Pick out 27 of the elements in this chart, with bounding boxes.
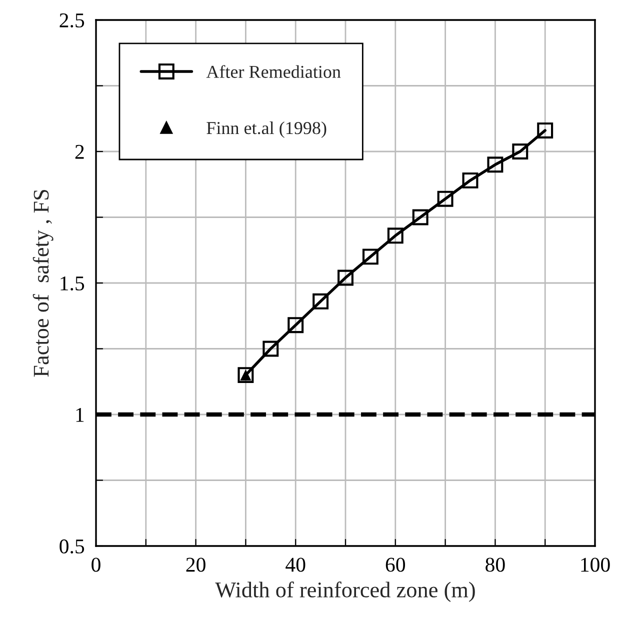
x-tick-label: 40: [286, 558, 306, 572]
legend-label: After Remediation: [206, 65, 341, 78]
x-axis-title: Width of reinforced zone (m): [215, 582, 475, 602]
x-tick-label: 80: [486, 558, 505, 572]
y-tick-label: 0.5: [60, 539, 84, 554]
point: [412, 209, 428, 226]
point: [312, 293, 329, 310]
x-tick-label: 100: [581, 558, 610, 572]
point: [437, 190, 454, 207]
point: [338, 270, 354, 286]
y-tick-label: 1.5: [60, 276, 84, 291]
point: [462, 172, 478, 188]
point: [362, 248, 378, 265]
y-axis-title: Factoe of safety , FS: [32, 190, 54, 377]
point: [387, 228, 404, 244]
x-tick-label: 60: [386, 558, 406, 572]
y-tick-label: 1: [76, 408, 84, 422]
point: [262, 340, 279, 357]
point: [487, 156, 504, 173]
legend-label: Finn et.al (1998): [206, 121, 326, 138]
y-tick-label: 2.5: [60, 13, 84, 28]
point: [537, 122, 554, 138]
point: [512, 144, 528, 160]
x-tick-label: 0: [92, 558, 100, 572]
x-tick-label: 20: [186, 558, 206, 572]
point: [288, 317, 304, 334]
y-tick-label: 2: [75, 144, 84, 159]
